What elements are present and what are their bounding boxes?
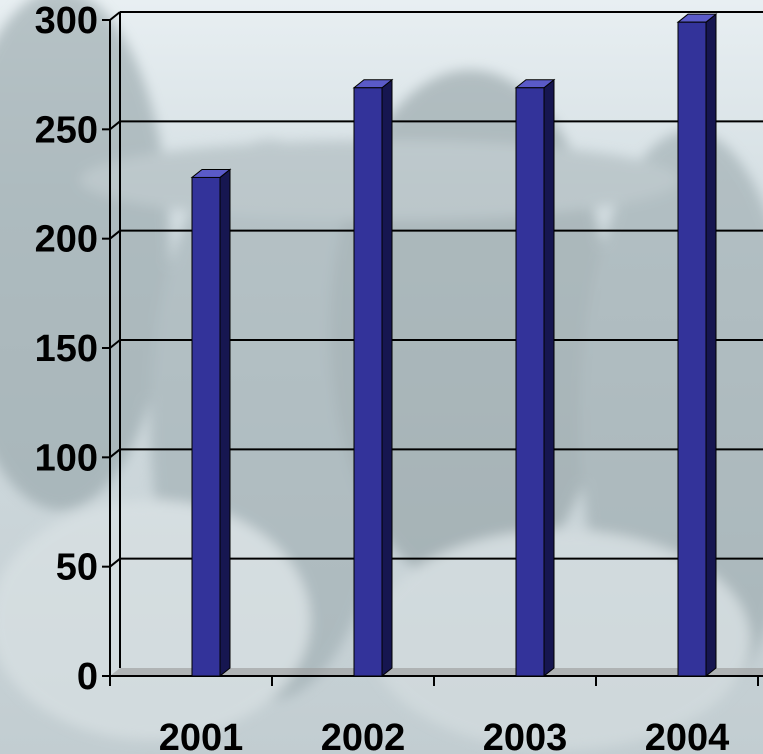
x-tick-label: 2004 [645, 717, 730, 754]
x-tick-label: 2001 [159, 717, 244, 754]
bars [190, 13, 718, 678]
gridline-diagonal [109, 339, 121, 349]
gridline-diagonal [109, 229, 121, 240]
bar-front [191, 176, 221, 677]
gridline-diagonal [109, 11, 121, 21]
bar-front [677, 21, 707, 677]
y-axis-tick-labels: 0 50 100 150 200 250 300 [35, 0, 98, 698]
bar [352, 78, 394, 678]
gridline-diagonal [109, 448, 121, 459]
bar [676, 13, 718, 678]
gridline-diagonal [109, 557, 121, 568]
bar-side [381, 78, 393, 678]
y-tick-label: 300 [35, 0, 98, 42]
bar-front [353, 87, 383, 677]
y-tick-label: 250 [35, 109, 98, 151]
bar-front [515, 87, 545, 677]
bar [190, 168, 232, 678]
bar-side [543, 78, 555, 678]
y-tick-label: 200 [35, 219, 98, 261]
y-tick-label: 50 [56, 547, 98, 589]
bar-side [705, 13, 717, 678]
bar [514, 78, 556, 678]
chart-floor [110, 668, 763, 676]
y-tick-label: 0 [77, 656, 98, 698]
bar-side [219, 168, 231, 678]
y-tick-label: 100 [35, 437, 98, 479]
x-tick-label: 2003 [483, 717, 568, 754]
x-tick-label: 2002 [321, 717, 406, 754]
y-tick-label: 150 [35, 328, 98, 370]
gridline-diagonal [109, 120, 121, 131]
x-axis-tick-labels: 2001 2002 2003 2004 [159, 717, 730, 754]
